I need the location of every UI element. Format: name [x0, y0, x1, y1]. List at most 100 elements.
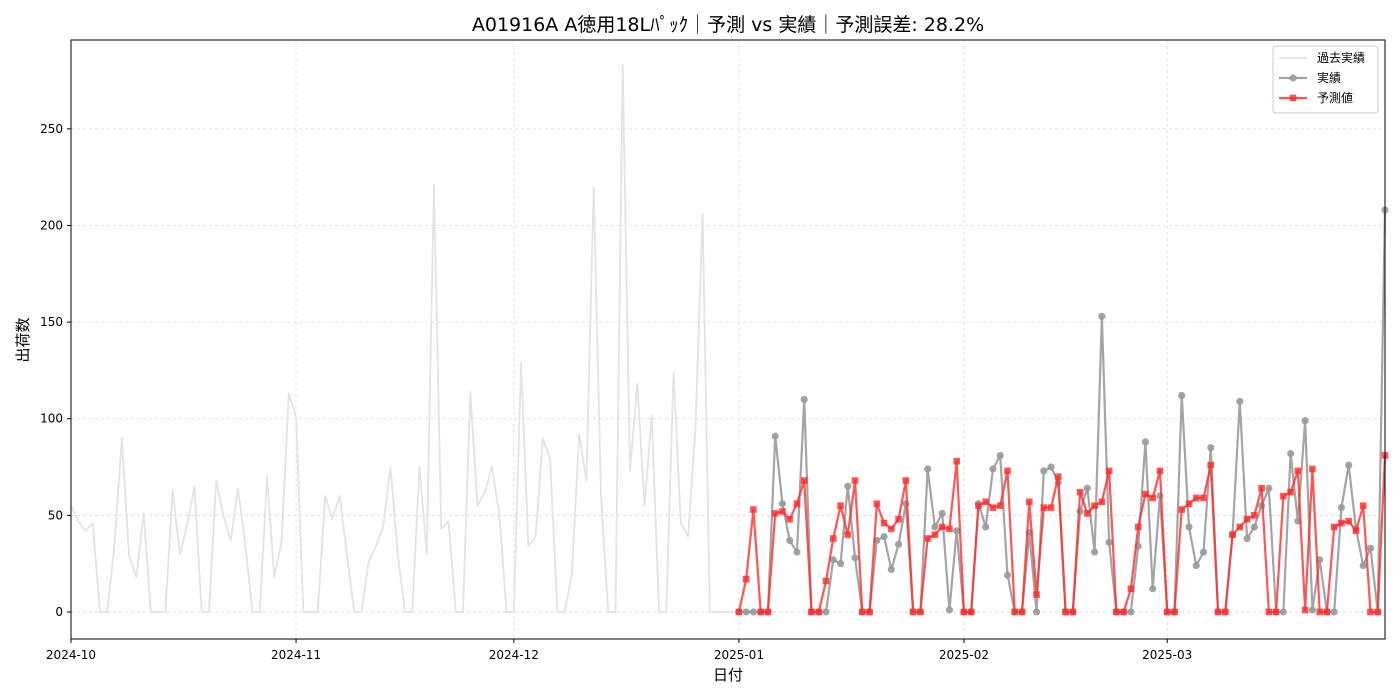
- data-point: [1098, 312, 1106, 320]
- data-point: [1330, 523, 1338, 531]
- data-point: [1287, 488, 1294, 496]
- data-point: [887, 565, 895, 574]
- data-point: [1229, 531, 1236, 538]
- data-point: [902, 477, 910, 484]
- data-point: [1236, 523, 1244, 531]
- data-point: [844, 531, 852, 538]
- data-point: [1004, 467, 1011, 475]
- x-tick-label: 2024-11: [271, 648, 321, 662]
- x-tick-label: 2024-12: [489, 648, 539, 662]
- data-point: [1367, 608, 1374, 616]
- data-point: [1055, 473, 1062, 480]
- data-point: [1359, 561, 1367, 570]
- data-point: [880, 519, 888, 527]
- data-point: [1163, 608, 1171, 616]
- data-point: [989, 465, 997, 473]
- data-point: [1272, 608, 1280, 616]
- data-point: [786, 536, 794, 545]
- data-point: [1345, 461, 1353, 469]
- data-point: [822, 577, 830, 585]
- data-point: [1069, 608, 1077, 616]
- data-point: [1316, 608, 1323, 616]
- x-tick-label: 2024-10: [46, 648, 96, 662]
- data-point: [1178, 391, 1186, 400]
- x-axis-ticks: 2024-10 2024-11 2024-12 2025-01 2025-02 2025-…: [46, 639, 1192, 662]
- data-point: [1149, 585, 1157, 593]
- x-tick-label: 2025-03: [1142, 648, 1192, 662]
- y-tick-label: 0: [55, 605, 63, 619]
- grid: [70, 40, 1385, 639]
- data-point: [1098, 498, 1106, 506]
- data-point: [822, 608, 830, 616]
- data-point: [1330, 608, 1338, 616]
- data-point: [1294, 467, 1302, 475]
- series-forecast: [735, 452, 1389, 616]
- data-point: [982, 498, 990, 506]
- data-point: [742, 608, 750, 616]
- data-point: [793, 548, 801, 556]
- chart-title: A01916A A徳用18Lﾊﾟｯｸ｜予測 vs 実績｜予測誤差: 28.2%: [472, 14, 984, 36]
- data-point: [1120, 608, 1127, 616]
- data-point: [1032, 608, 1041, 616]
- plot-frame: [70, 39, 1386, 640]
- data-point: [960, 608, 968, 616]
- data-point: [938, 509, 946, 518]
- data-point: [1309, 465, 1316, 473]
- data-point: [1149, 494, 1156, 502]
- data-point: [945, 606, 954, 614]
- data-point: [982, 523, 990, 531]
- data-point: [837, 502, 844, 509]
- data-point: [1200, 494, 1207, 502]
- data-point: [808, 608, 815, 616]
- data-point: [1083, 484, 1091, 492]
- data-point: [888, 525, 895, 533]
- y-tick-label: 200: [40, 218, 63, 232]
- data-point: [1047, 463, 1055, 471]
- data-point: [1141, 438, 1150, 446]
- data-point: [909, 608, 917, 616]
- data-point: [1192, 561, 1200, 570]
- data-point: [1279, 608, 1287, 616]
- data-point: [1084, 510, 1091, 517]
- data-point: [793, 500, 801, 508]
- data-point: [1345, 517, 1353, 525]
- data-point: [880, 532, 888, 541]
- data-point: [1040, 504, 1048, 511]
- data-point: [1091, 502, 1098, 509]
- data-point: [1301, 417, 1309, 425]
- series-layer: [70, 64, 1389, 616]
- data-point: [895, 540, 903, 548]
- data-point: [1192, 494, 1200, 502]
- data-point: [1280, 492, 1287, 500]
- y-axis-ticks: 0 50 100 150 200 250: [40, 122, 71, 619]
- data-point: [829, 535, 837, 542]
- legend-marker: [1289, 94, 1297, 102]
- data-point: [749, 608, 758, 616]
- data-point: [924, 465, 932, 473]
- data-point: [750, 506, 757, 513]
- data-point: [1221, 608, 1229, 616]
- data-point: [1156, 467, 1164, 475]
- data-point: [1251, 512, 1258, 519]
- x-tick-label: 2025-01: [714, 648, 764, 662]
- data-point: [836, 560, 845, 568]
- legend-item: 実績: [1279, 70, 1341, 85]
- data-point: [967, 608, 975, 616]
- data-point: [938, 523, 946, 531]
- data-point: [778, 500, 787, 508]
- data-point: [1185, 523, 1193, 531]
- data-point: [779, 508, 786, 515]
- data-point: [1243, 515, 1251, 523]
- data-point: [1207, 461, 1215, 469]
- data-point: [873, 500, 881, 508]
- data-point: [735, 608, 743, 616]
- data-point: [1374, 608, 1382, 616]
- data-point: [771, 510, 779, 517]
- data-point: [1171, 608, 1178, 616]
- data-point: [1214, 608, 1222, 616]
- data-point: [1199, 548, 1208, 556]
- data-point: [1265, 608, 1273, 616]
- data-point: [1359, 502, 1367, 509]
